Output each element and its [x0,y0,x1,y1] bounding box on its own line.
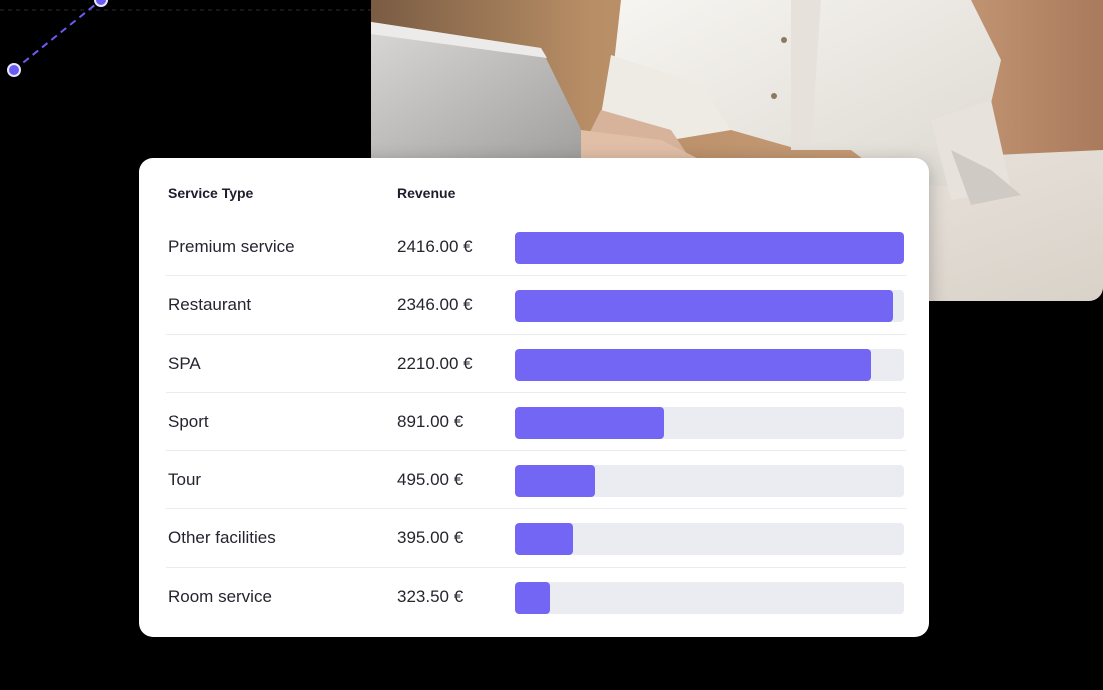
revenue-bar-track [515,348,904,381]
dashed-connector-icon [0,0,372,77]
revenue-card: Service Type Revenue Premium service 241… [139,158,929,637]
service-type-column-header[interactable]: Service Type [168,185,254,201]
revenue-bar [515,406,664,439]
service-name: Premium service [168,237,295,256]
revenue-bar-track [515,523,904,556]
revenue-bar [515,348,871,381]
revenue-bar [515,581,550,614]
service-name: Other facilities [168,528,276,548]
revenue-value: 2346.00 € [397,295,473,315]
revenue-value: 2210.00 € [397,353,473,373]
table-header: Service Type Revenue [168,185,908,205]
table-row[interactable]: Other facilities 395.00 € [166,509,906,568]
revenue-bar-track [515,406,904,439]
revenue-value: 323.50 € [397,586,464,606]
service-name: Restaurant [168,295,252,315]
table-row[interactable]: Restaurant 2346.00 € [166,276,906,335]
revenue-bar [515,290,893,323]
table-row[interactable]: SPA 2210.00 € [166,335,906,393]
table-row[interactable]: Sport 891.00 € [166,393,906,452]
revenue-bar-track [515,465,904,498]
service-name: Tour [168,470,202,490]
revenue-bar [515,523,573,556]
table-row[interactable]: Room service 323.50 € [166,568,906,626]
revenue-bar [515,232,904,264]
service-name: Room service [168,586,272,606]
service-name: SPA [168,353,201,373]
service-name: Sport [168,411,209,431]
revenue-value: 495.00 € [397,470,464,490]
revenue-value: 891.00 € [397,411,464,431]
revenue-bar-track [515,290,904,323]
revenue-value: 2416.00 € [397,237,473,256]
revenue-bar-track [515,581,904,614]
table-row[interactable]: Tour 495.00 € [166,451,906,510]
revenue-bar [515,465,595,498]
revenue-column-header[interactable]: Revenue [397,185,456,201]
revenue-table-body: Premium service 2416.00 € Restaurant 234… [166,218,906,626]
table-row[interactable]: Premium service 2416.00 € [166,218,906,277]
revenue-bar-track [515,232,904,264]
revenue-value: 395.00 € [397,528,464,548]
